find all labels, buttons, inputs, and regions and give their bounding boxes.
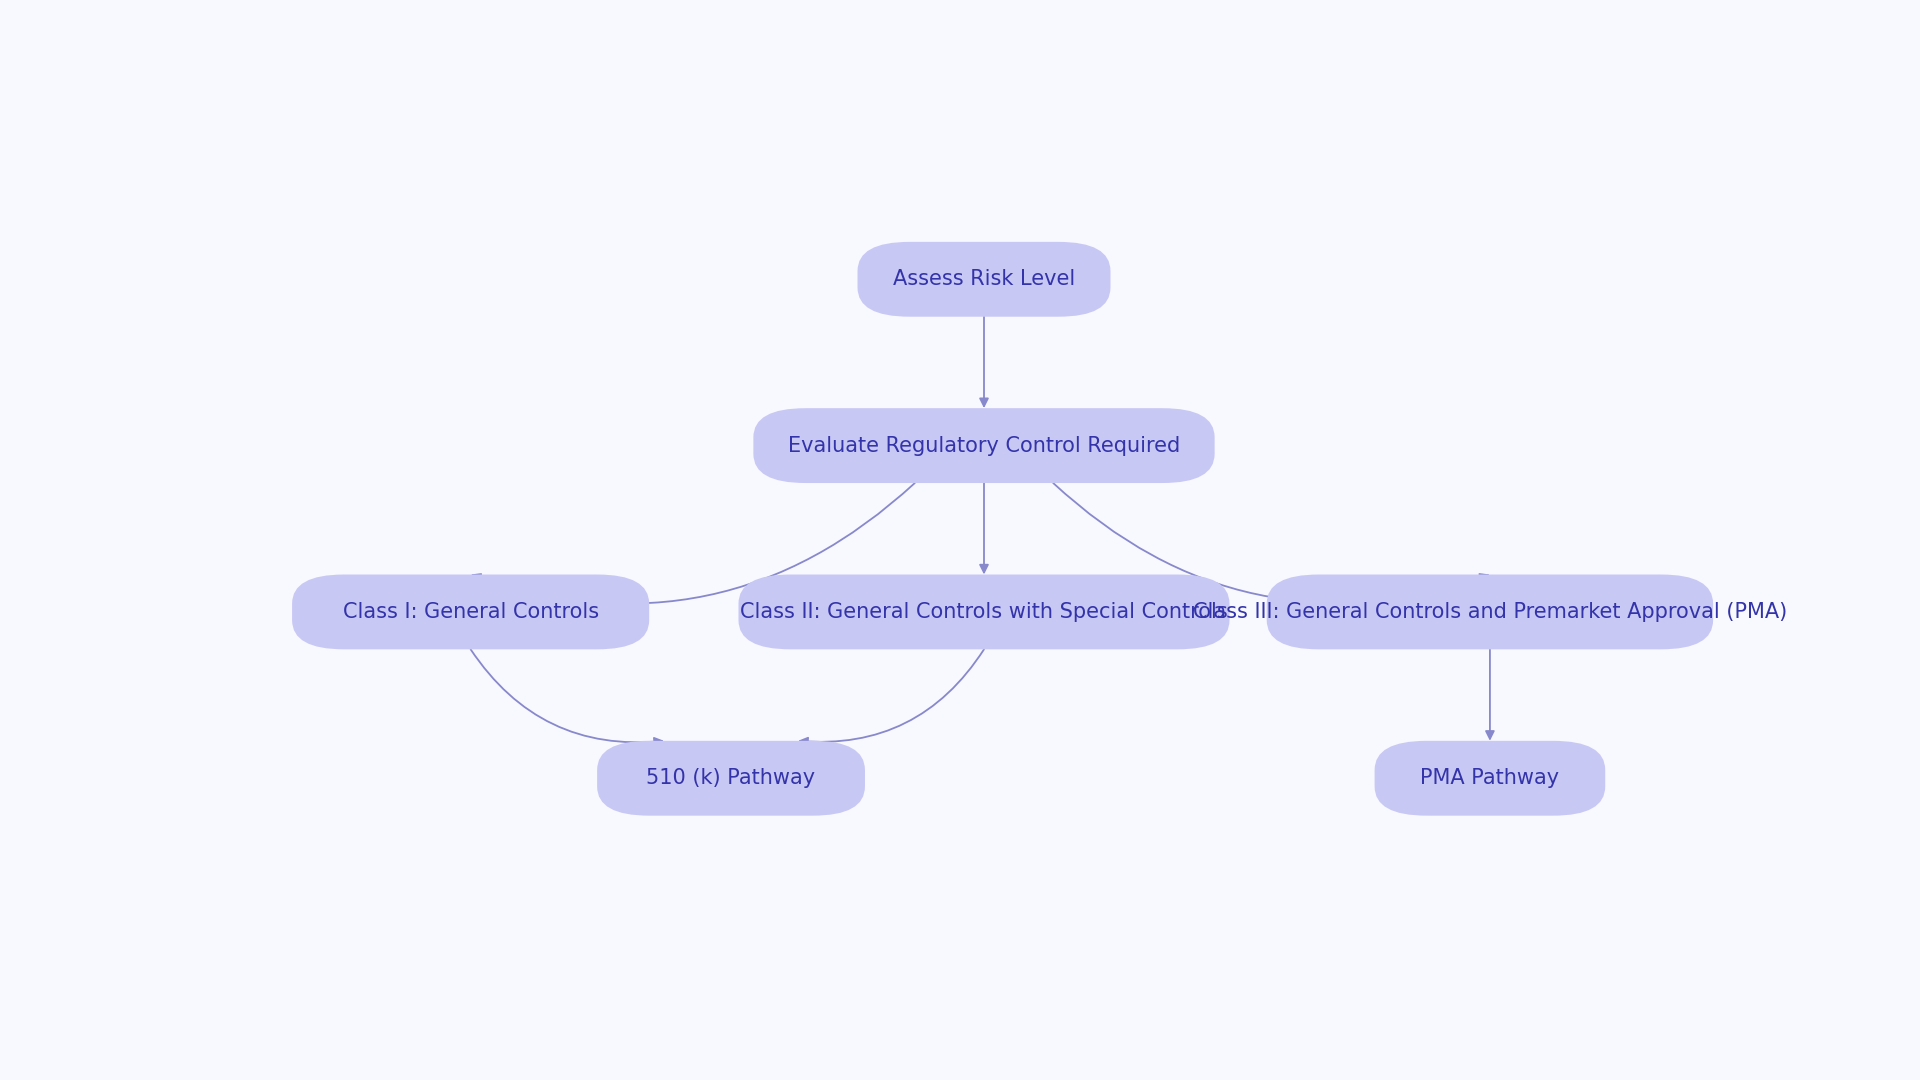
FancyBboxPatch shape xyxy=(1267,575,1713,649)
Text: Class II: General Controls with Special Controls: Class II: General Controls with Special … xyxy=(739,602,1229,622)
Text: Class I: General Controls: Class I: General Controls xyxy=(342,602,599,622)
FancyBboxPatch shape xyxy=(292,575,649,649)
Text: Class III: General Controls and Premarket Approval (PMA): Class III: General Controls and Premarke… xyxy=(1192,602,1788,622)
FancyBboxPatch shape xyxy=(753,408,1215,483)
Text: Assess Risk Level: Assess Risk Level xyxy=(893,269,1075,289)
FancyBboxPatch shape xyxy=(597,741,864,815)
FancyBboxPatch shape xyxy=(858,242,1110,316)
Text: Evaluate Regulatory Control Required: Evaluate Regulatory Control Required xyxy=(787,435,1181,456)
FancyBboxPatch shape xyxy=(739,575,1229,649)
Text: 510 (k) Pathway: 510 (k) Pathway xyxy=(647,768,816,788)
FancyBboxPatch shape xyxy=(1375,741,1605,815)
Text: PMA Pathway: PMA Pathway xyxy=(1421,768,1559,788)
